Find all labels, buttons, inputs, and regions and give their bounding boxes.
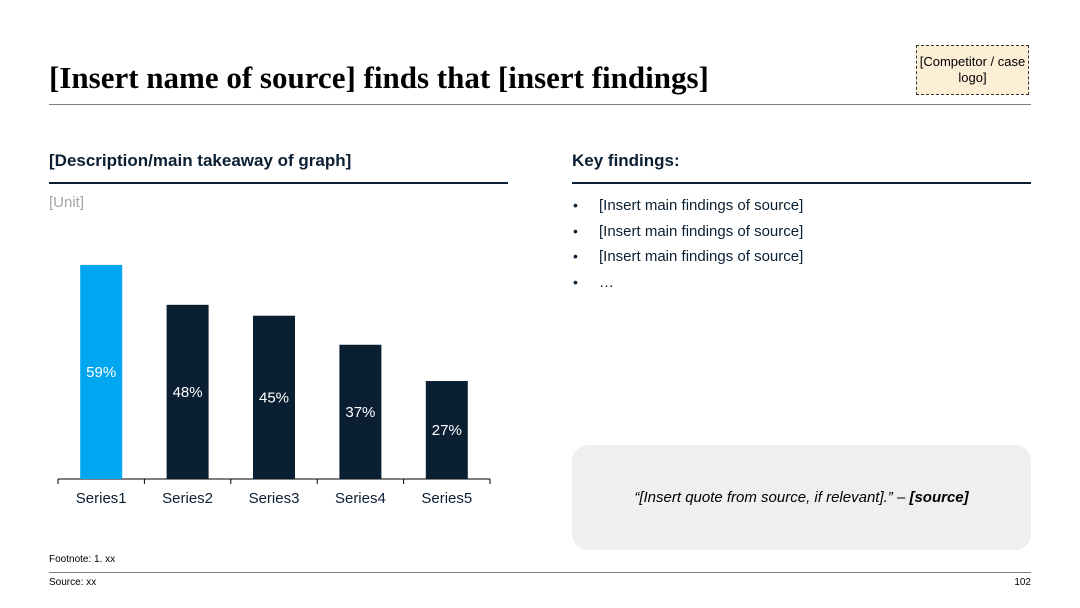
graph-takeaway-heading: [Description/main takeaway of graph]	[49, 151, 352, 170]
page-number: 102	[1014, 577, 1031, 588]
bar	[339, 344, 382, 479]
bar	[80, 264, 123, 479]
key-findings-heading: Key findings:	[572, 151, 680, 170]
quote-box: “[Insert quote from source, if relevant]…	[572, 445, 1031, 550]
footer-divider	[49, 572, 1031, 573]
quote-source: [source]	[909, 489, 969, 506]
key-findings-list: [Insert main findings of source] [Insert…	[572, 193, 803, 296]
key-findings-rule	[572, 182, 1031, 184]
bar-value-label: 37%	[345, 404, 375, 421]
finding-item: [Insert main findings of source]	[572, 244, 803, 270]
bar	[253, 315, 295, 479]
finding-item: …	[572, 270, 803, 296]
bar	[166, 304, 209, 479]
x-tick-label: Series1	[76, 490, 127, 507]
finding-item: [Insert main findings of source]	[572, 219, 803, 245]
footnote: Footnote: 1. xx	[49, 554, 116, 565]
page-title: [Insert name of source] finds that [inse…	[49, 60, 709, 95]
bar-value-label: 48%	[173, 384, 203, 401]
source-note: Source: xx	[49, 577, 97, 588]
unit-label: [Unit]	[49, 194, 85, 211]
x-tick-label: Series2	[162, 490, 213, 507]
bar-chart: 59% Series1 48% Series2 45% Series3 37% Series4…	[57, 264, 491, 507]
x-tick-label: Series4	[335, 490, 386, 507]
bar	[425, 381, 468, 479]
x-tick-label: Series5	[421, 490, 472, 507]
title-divider	[49, 104, 1031, 105]
logo-placeholder: [Competitor / case logo]	[916, 45, 1029, 95]
bar-value-label: 45%	[259, 389, 289, 406]
x-tick-label: Series3	[249, 490, 300, 507]
graph-heading-rule	[49, 182, 508, 184]
bar-value-label: 27%	[432, 422, 462, 439]
finding-item: [Insert main findings of source]	[572, 193, 803, 219]
quote-text: “[Insert quote from source, if relevant]…	[634, 489, 910, 506]
bar-value-label: 59%	[86, 364, 116, 381]
